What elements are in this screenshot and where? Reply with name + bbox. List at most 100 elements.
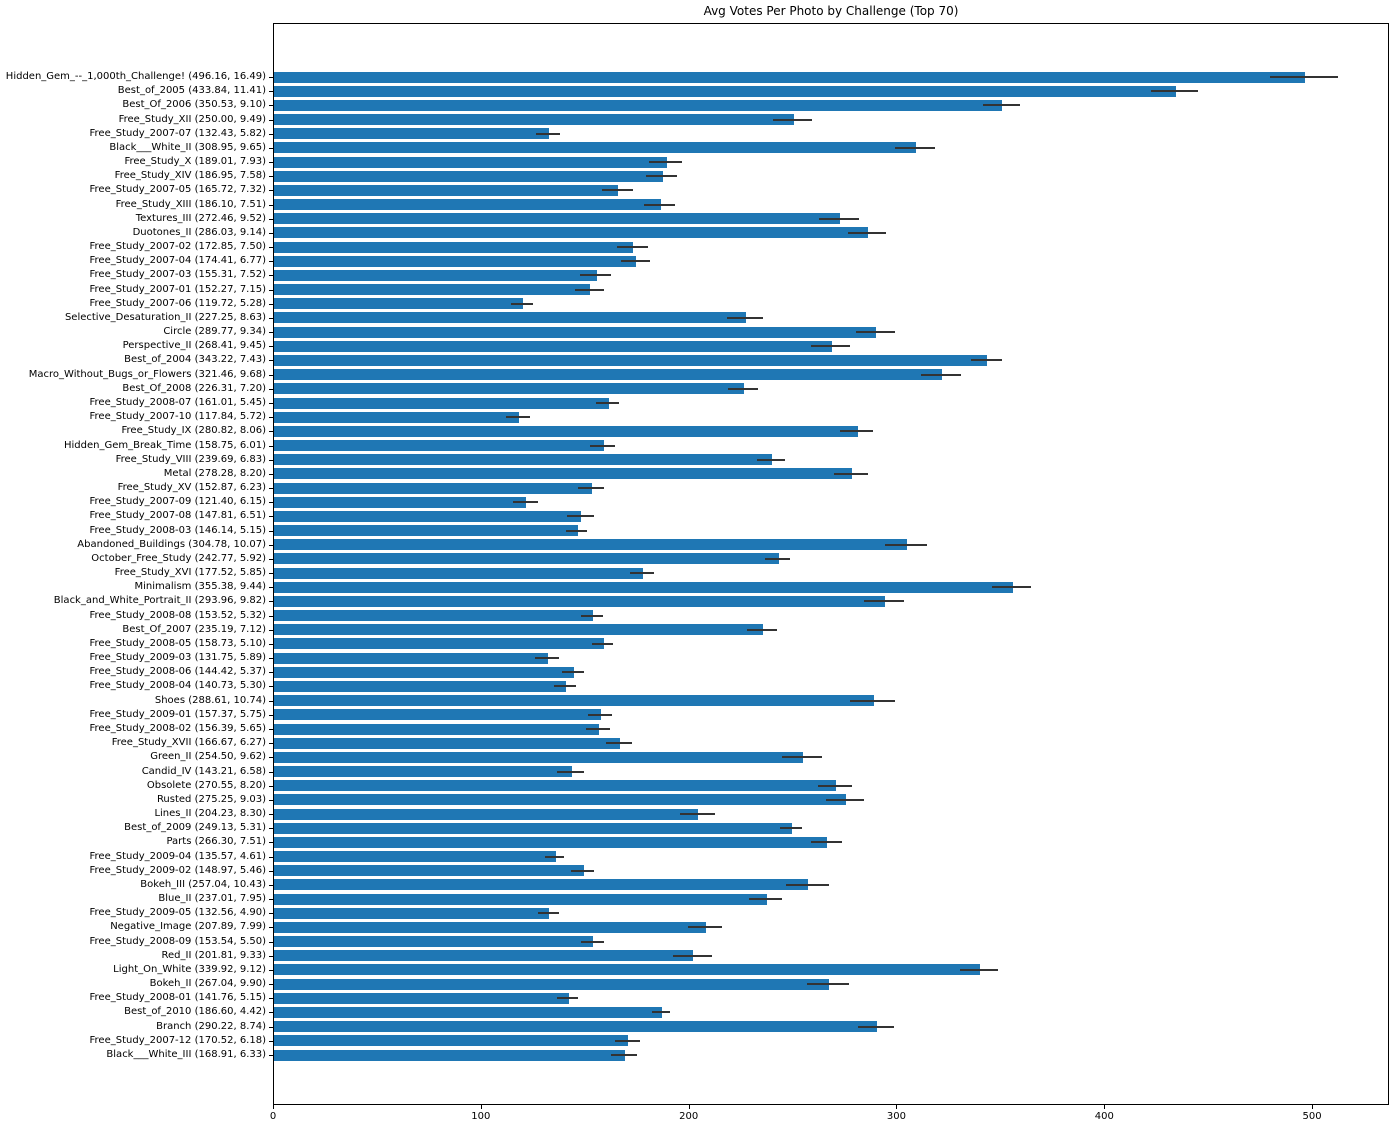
bar [274,85,1176,97]
error-bar [545,855,565,858]
bar [274,737,621,749]
y-tick-mark [269,488,273,489]
y-tick-label: Minimalism (355.38, 9.44) [134,581,267,593]
y-tick-mark [269,148,273,149]
y-tick-label: Free_Study_2007-08 (147.81, 6.51) [89,510,266,522]
bar [274,425,858,437]
y-tick-label: Negative_Image (207.89, 7.99) [110,921,266,933]
y-tick-mark [269,120,273,121]
y-tick-mark [269,587,273,588]
bar [274,213,841,225]
bar [274,284,591,296]
y-tick-label: Black___White_III (168.91, 6.33) [106,1049,266,1060]
bar [274,978,829,990]
bar [274,950,694,962]
y-tick-mark [269,176,273,177]
y-tick-mark [269,545,273,546]
bar [274,936,594,948]
y-tick-label: October_Free_Study (242.77, 5.92) [91,552,266,564]
bar [274,836,828,848]
error-bar [580,614,604,617]
y-tick-mark [269,828,273,829]
error-bar [818,784,853,787]
y-tick-label: Black_and_White_Portrait_II (293.96, 9.8… [53,595,266,607]
y-tick-mark [269,927,273,928]
bar [274,184,619,196]
error-bar [807,983,849,986]
y-tick-mark [269,318,273,319]
bar [274,383,745,395]
error-bar [566,529,588,532]
error-bar [895,146,936,149]
chart-title: Avg Votes Per Photo by Challenge (Top 70… [703,4,959,18]
y-tick-label: Hidden_Gem_--_1,000th_Challenge! (496.16… [5,71,266,82]
bar [274,411,519,423]
bar [274,539,908,551]
bar [274,468,853,480]
bar [274,751,803,763]
error-bar [857,1025,895,1028]
bar [274,581,1013,593]
bar [274,907,550,919]
y-tick-label: Free_Study_2007-06 (119.72, 5.28) [89,297,266,309]
bar [274,241,634,253]
bar [274,893,767,905]
y-tick-label: Free_Study_XVII (166.67, 6.27) [111,737,266,749]
error-bar [680,813,715,816]
y-tick-mark [269,431,273,432]
error-bar [855,331,895,334]
bar [274,440,604,452]
y-tick-label: Free_Study_IX (280.82, 8.06) [121,425,267,437]
y-tick-label: Blue_II (237.01, 7.95) [158,893,266,905]
error-bar [991,586,1032,589]
y-tick-mark [269,91,273,92]
error-bar [536,132,561,135]
bar [274,142,917,154]
y-tick-mark [269,899,273,900]
error-bar [566,515,594,518]
error-bar [850,699,896,702]
y-tick-label: Free_Study_XV (152.87, 6.23) [117,482,266,494]
y-tick-label: Duotones_II (286.03, 9.14) [132,226,266,238]
y-tick-mark [269,531,273,532]
bar [274,992,569,1004]
y-tick-mark [269,715,273,716]
y-tick-label: Candid_IV (143.21, 6.58) [141,765,266,777]
y-tick-mark [269,516,273,517]
y-tick-label: Free_Study_XIII (186.10, 7.51) [115,198,266,210]
bar [274,496,527,508]
y-tick-mark [269,743,273,744]
bar [274,510,582,522]
error-bar [819,217,859,220]
bar [274,879,809,891]
x-tick-label: 0 [269,1111,277,1122]
bar [274,1006,662,1018]
y-tick-label: Free_Study_2007-05 (165.72, 7.32) [89,184,266,196]
error-bar [580,274,612,277]
y-tick-mark [269,77,273,78]
error-bar [649,161,683,164]
error-bar [538,912,559,915]
y-tick-mark [269,942,273,943]
y-tick-label: Branch (290.22, 8.74) [156,1020,266,1032]
x-tick-label: 300 [886,1111,906,1122]
error-bar [580,940,604,943]
y-tick-mark [269,601,273,602]
error-bar [616,246,648,249]
y-tick-label: Rusted (275.25, 9.03) [156,793,266,805]
y-tick-mark [269,332,273,333]
y-tick-label: Best_of_2010 (186.60, 4.42) [124,1006,266,1018]
bar [274,114,794,126]
error-bar [512,501,539,504]
y-tick-label: Best_of_2005 (433.84, 11.41) [117,85,266,97]
y-tick-label: Light_On_White (339.92, 9.12) [113,963,266,975]
bar [274,199,661,211]
bar [274,723,599,735]
y-tick-label: Bokeh_II (267.04, 9.90) [149,978,266,990]
y-tick-label: Free_Study_2007-04 (174.41, 6.77) [89,255,266,267]
x-tick-mark [896,1105,897,1109]
y-tick-mark [269,644,273,645]
bar [274,454,773,466]
y-tick-label: Best_of_2009 (249.13, 5.31) [124,822,266,834]
y-tick-mark [269,672,273,673]
